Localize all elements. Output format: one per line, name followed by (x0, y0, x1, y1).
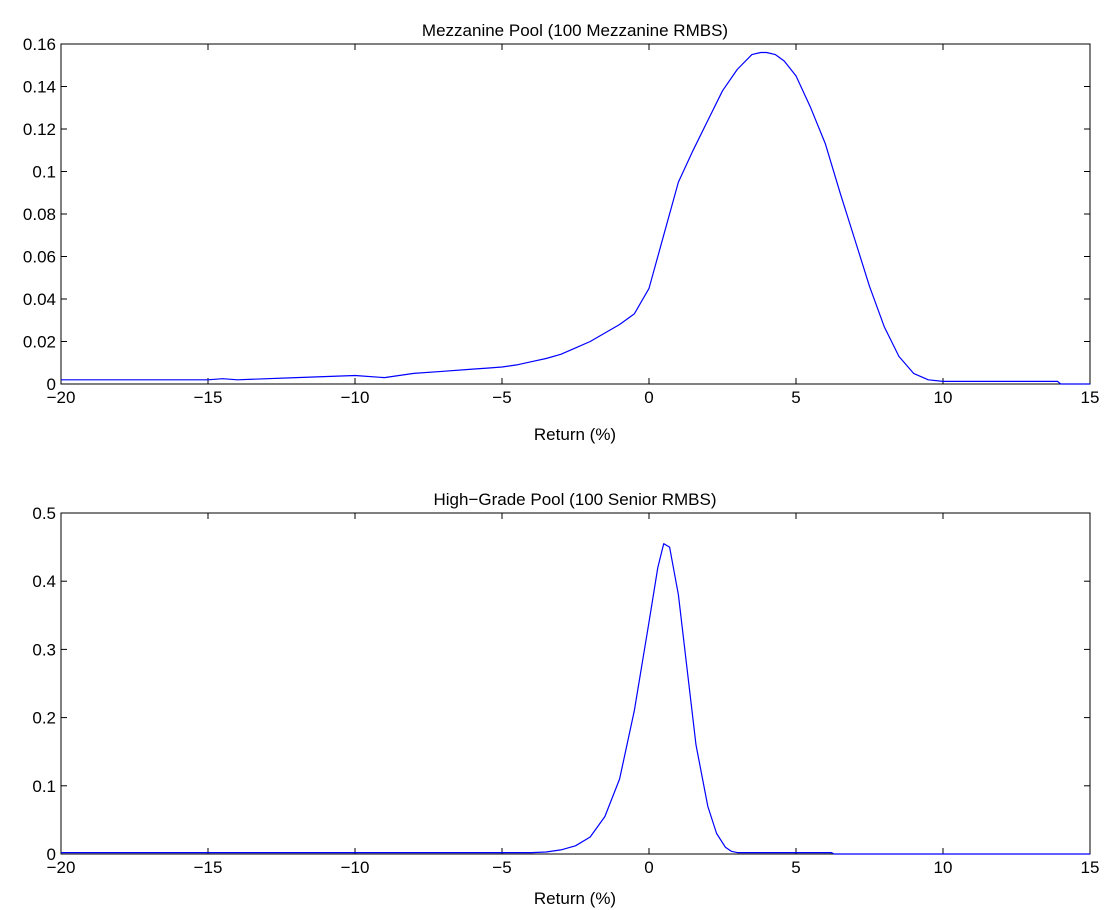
x-axis-label: Return (%) (534, 889, 616, 908)
y-tick-label: 0.12 (23, 120, 56, 139)
series-line (61, 51, 1090, 385)
plot-title: High−Grade Pool (100 Senior RMBS) (434, 490, 717, 509)
x-tick-label: −20 (47, 858, 76, 877)
y-tick-label: 0.1 (32, 777, 56, 796)
x-tick-label: −5 (492, 388, 511, 407)
x-tick-label: −20 (47, 388, 76, 407)
x-tick-label: −10 (341, 388, 370, 407)
high-grade-pool-plot: High−Grade Pool (100 Senior RMBS) Return… (32, 490, 1099, 908)
x-tick-label: 5 (791, 388, 800, 407)
plot-frame (60, 512, 1091, 855)
y-tick-label: 0.06 (23, 248, 56, 267)
x-tick-label: 15 (1081, 388, 1100, 407)
y-tick-label: 0 (47, 375, 56, 394)
y-tick-label: 0.14 (23, 78, 56, 97)
y-tick-label: 0.3 (32, 640, 56, 659)
y-tick-label: 0.08 (23, 205, 56, 224)
plot-frame (60, 43, 1091, 385)
y-tick-label: 0.1 (32, 163, 56, 182)
x-tick-label: −10 (341, 858, 370, 877)
x-tick-label: 0 (644, 388, 653, 407)
x-tick-label: −5 (492, 858, 511, 877)
x-tick-label: −15 (194, 388, 223, 407)
x-tick-label: 5 (791, 858, 800, 877)
y-tick-label: 0.5 (32, 504, 56, 523)
x-tick-label: 10 (934, 858, 953, 877)
x-tick-label: 15 (1081, 858, 1100, 877)
series-line (61, 543, 1090, 855)
x-tick-label: −15 (194, 858, 223, 877)
y-tick-label: 0.02 (23, 333, 56, 352)
y-tick-label: 0.4 (32, 572, 56, 591)
y-tick-label: 0 (47, 845, 56, 864)
y-tick-label: 0.2 (32, 709, 56, 728)
x-tick-label: 10 (934, 388, 953, 407)
x-tick-label: 0 (644, 858, 653, 877)
y-tick-label: 0.16 (23, 35, 56, 54)
y-tick-label: 0.04 (23, 290, 56, 309)
mezzanine-pool-plot: Mezzanine Pool (100 Mezzanine RMBS) Retu… (23, 21, 1100, 444)
plot-title: Mezzanine Pool (100 Mezzanine RMBS) (422, 21, 728, 40)
x-axis-label: Return (%) (534, 425, 616, 444)
